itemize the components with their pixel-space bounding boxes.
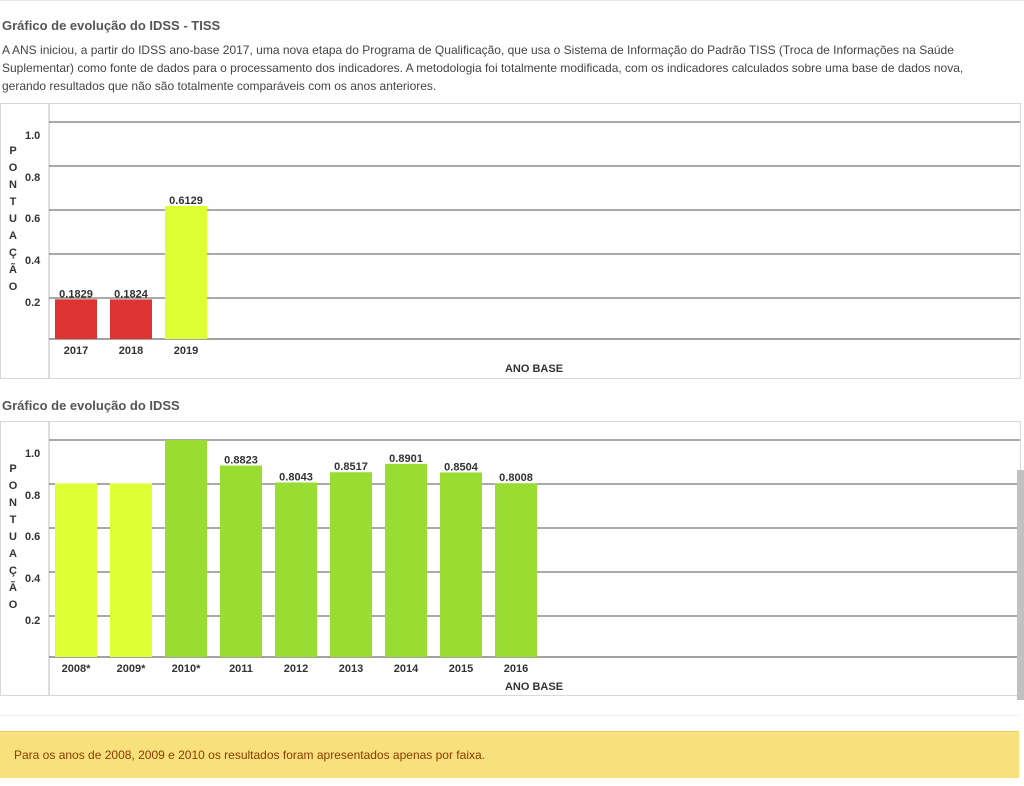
- y-axis-title-letter: O: [9, 480, 18, 492]
- x-tick-label: 2019: [174, 345, 198, 357]
- chart2-title: Gráfico de evolução do IDSS: [2, 398, 180, 413]
- bar-value-label: 0.1824: [114, 288, 149, 300]
- y-tick-label: 0.8: [25, 172, 40, 184]
- chart1-description: A ANS iniciou, a partir do IDSS ano-base…: [2, 43, 964, 93]
- x-axis-title: ANO BASE: [505, 681, 563, 693]
- bar-value-label: 0.8901: [389, 453, 423, 465]
- y-axis-title-letter: P: [9, 463, 16, 475]
- bar: [275, 482, 317, 657]
- y-axis-title-letter: P: [9, 145, 16, 157]
- bar: [55, 483, 97, 657]
- bar: [440, 472, 482, 657]
- y-axis-title-letter: O: [9, 162, 18, 174]
- bar-value-label: 0.8504: [444, 461, 479, 473]
- y-axis-title-letter: O: [9, 599, 18, 611]
- bar-value-label: 0.8043: [279, 471, 313, 483]
- x-axis-title: ANO BASE: [505, 363, 563, 375]
- bar: [165, 440, 207, 657]
- y-axis-title-letter: Ã: [9, 581, 17, 594]
- info-note-text: Para os anos de 2008, 2009 e 2010 os res…: [14, 748, 485, 762]
- x-tick-label: 2010*: [172, 663, 201, 675]
- y-tick-label: 1.0: [25, 130, 40, 142]
- y-axis-title-letter: U: [9, 531, 17, 543]
- bar-value-label: 0.8823: [224, 455, 258, 467]
- y-axis-title-letter: T: [10, 196, 17, 208]
- bar-value-label: 0.6129: [169, 195, 203, 207]
- x-tick-label: 2013: [339, 663, 363, 675]
- chart1-title: Gráfico de evolução do IDSS - TISS: [2, 18, 221, 33]
- bar: [495, 483, 537, 657]
- y-tick-label: 0.6: [25, 213, 40, 225]
- y-axis-title-letter: T: [10, 514, 17, 526]
- y-tick-label: 0.8: [25, 490, 40, 502]
- y-tick-label: 0.2: [25, 615, 40, 627]
- bar: [220, 465, 262, 657]
- y-axis-title-letter: O: [9, 281, 18, 293]
- y-tick-label: 0.6: [25, 531, 40, 543]
- x-tick-label: 2011: [229, 663, 253, 675]
- bar: [110, 483, 152, 657]
- x-tick-label: 2008*: [62, 663, 91, 675]
- bar-value-label: 0.8008: [499, 472, 533, 484]
- x-tick-label: 2016: [504, 663, 528, 675]
- idss-chart: 0.2 0.4 0.6 0.8 1.0 P O N T U A Ç Ã O 2008* 2009* 2010* 0…: [0, 421, 1021, 696]
- y-tick-label: 1.0: [25, 448, 40, 460]
- y-axis-title-letter: Ç: [9, 565, 17, 577]
- bar: [110, 299, 152, 339]
- y-tick-label: 0.2: [25, 297, 40, 309]
- x-tick-label: 2015: [449, 663, 473, 675]
- x-tick-label: 2017: [64, 345, 88, 357]
- y-axis-title-letter: Ã: [9, 263, 17, 276]
- bar-value-label: 0.8517: [334, 461, 368, 473]
- y-axis-title-letter: A: [9, 230, 17, 242]
- y-axis-title-letter: Ç: [9, 247, 17, 259]
- info-note: Para os anos de 2008, 2009 e 2010 os res…: [0, 731, 1019, 778]
- x-tick-label: 2009*: [117, 663, 146, 675]
- section-divider: [0, 715, 1019, 716]
- idss-tiss-chart: 0.2 0.4 0.6 0.8 1.0 P O N T U A Ç Ã O 0.1829 2017 0.1824…: [0, 103, 1021, 379]
- bar: [330, 472, 372, 657]
- top-border: [0, 0, 1024, 1]
- y-tick-label: 0.4: [25, 255, 41, 267]
- x-tick-label: 2012: [284, 663, 308, 675]
- bar: [55, 299, 97, 339]
- idss-tiss-chart-svg: 0.20.40.60.81.0PONTUAÇÃO0.182920170.1824…: [9, 104, 1020, 378]
- y-axis-title-letter: A: [9, 548, 17, 560]
- x-tick-label: 2014: [394, 663, 419, 675]
- x-tick-label: 2018: [119, 345, 143, 357]
- bar-value-label: 0.1829: [59, 288, 93, 300]
- y-tick-label: 0.4: [25, 573, 41, 585]
- bar: [385, 463, 427, 657]
- bar: [165, 206, 207, 339]
- y-axis-title-letter: N: [9, 179, 17, 191]
- y-axis-title-letter: N: [9, 497, 17, 509]
- scrollbar-thumb[interactable]: [1017, 470, 1024, 700]
- y-axis-title-letter: U: [9, 213, 17, 225]
